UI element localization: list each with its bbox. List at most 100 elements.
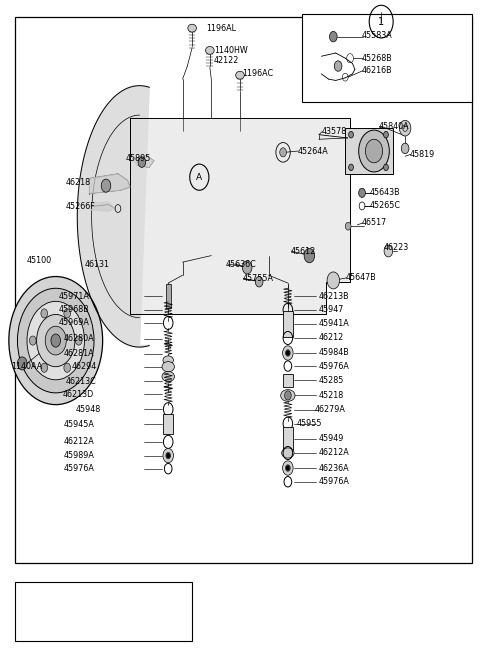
- Circle shape: [41, 363, 48, 372]
- Circle shape: [384, 164, 388, 171]
- Text: 46236A: 46236A: [319, 464, 349, 472]
- Polygon shape: [132, 156, 154, 168]
- Text: 46281A: 46281A: [63, 349, 94, 358]
- Ellipse shape: [162, 371, 174, 382]
- Text: 46212A: 46212A: [63, 438, 94, 446]
- Circle shape: [345, 222, 351, 230]
- Text: 45948: 45948: [76, 405, 101, 414]
- Text: 45643B: 45643B: [369, 189, 400, 197]
- Text: 42122: 42122: [214, 56, 239, 65]
- Polygon shape: [77, 86, 149, 347]
- Text: 45636C: 45636C: [226, 259, 256, 269]
- Text: 46213B: 46213B: [319, 291, 349, 301]
- Ellipse shape: [205, 47, 214, 54]
- Ellipse shape: [281, 390, 295, 402]
- Text: 43578: 43578: [322, 127, 347, 136]
- Text: 46213C: 46213C: [66, 377, 96, 386]
- Text: 46223: 46223: [384, 243, 409, 252]
- Text: 46213D: 46213D: [63, 390, 94, 399]
- Circle shape: [327, 272, 339, 289]
- Text: 45947: 45947: [319, 305, 344, 314]
- Polygon shape: [89, 174, 130, 193]
- Text: 1: 1: [378, 16, 384, 27]
- Bar: [283, 374, 293, 387]
- Circle shape: [166, 453, 170, 458]
- Bar: [283, 427, 293, 450]
- Text: 46216B: 46216B: [362, 66, 393, 75]
- Bar: [166, 284, 170, 308]
- Text: 45895: 45895: [125, 155, 151, 163]
- Circle shape: [348, 132, 353, 138]
- Text: 46280A: 46280A: [63, 334, 94, 343]
- Text: 45840A: 45840A: [379, 122, 409, 131]
- Text: ~: ~: [125, 614, 132, 623]
- Text: 1196AL: 1196AL: [206, 24, 237, 33]
- Text: 45819: 45819: [410, 150, 435, 159]
- Circle shape: [399, 121, 411, 136]
- Ellipse shape: [236, 71, 244, 79]
- Text: 45955: 45955: [297, 419, 322, 428]
- Text: 45583A: 45583A: [362, 31, 393, 41]
- Circle shape: [64, 309, 71, 318]
- Circle shape: [9, 276, 103, 405]
- Circle shape: [45, 326, 66, 355]
- Text: 46212: 46212: [319, 333, 344, 343]
- Text: 46294: 46294: [71, 362, 96, 371]
- Circle shape: [36, 314, 75, 367]
- Text: 45945A: 45945A: [63, 420, 94, 429]
- Text: 45266F: 45266F: [65, 202, 95, 211]
- Text: THE NO. 45000A :: THE NO. 45000A :: [20, 614, 90, 623]
- Circle shape: [286, 350, 290, 356]
- Circle shape: [283, 346, 293, 360]
- Text: 1140AA: 1140AA: [11, 362, 42, 371]
- Text: 1: 1: [116, 614, 120, 623]
- Circle shape: [384, 245, 393, 257]
- Text: 45976A: 45976A: [319, 477, 350, 486]
- Circle shape: [51, 334, 60, 347]
- Text: 45976A: 45976A: [319, 362, 350, 371]
- Circle shape: [75, 336, 82, 345]
- Text: 45755A: 45755A: [242, 274, 274, 283]
- Text: 45949: 45949: [319, 434, 344, 443]
- Circle shape: [29, 336, 36, 345]
- Bar: [283, 310, 293, 337]
- Text: 2: 2: [133, 614, 138, 623]
- Text: 46212A: 46212A: [319, 449, 350, 457]
- Text: 45264A: 45264A: [298, 147, 328, 155]
- Circle shape: [283, 461, 293, 476]
- Text: 45941A: 45941A: [319, 319, 350, 328]
- Circle shape: [255, 276, 263, 287]
- Circle shape: [27, 301, 84, 380]
- Bar: [15, 582, 192, 641]
- Circle shape: [101, 179, 111, 192]
- Circle shape: [285, 391, 291, 400]
- Text: 45984B: 45984B: [319, 348, 350, 358]
- Text: 45285: 45285: [319, 376, 344, 385]
- Circle shape: [384, 132, 388, 138]
- Circle shape: [280, 148, 287, 157]
- Circle shape: [286, 465, 290, 472]
- Circle shape: [17, 357, 27, 370]
- Polygon shape: [130, 119, 350, 314]
- Text: 45612: 45612: [290, 246, 315, 255]
- Bar: [163, 415, 173, 434]
- Text: 46218: 46218: [65, 178, 90, 187]
- Text: 45100: 45100: [27, 256, 52, 265]
- Text: 45265C: 45265C: [369, 202, 400, 210]
- Text: 45989A: 45989A: [63, 451, 94, 460]
- Circle shape: [17, 288, 94, 393]
- Circle shape: [163, 449, 173, 463]
- Bar: [302, 14, 472, 102]
- Ellipse shape: [162, 362, 174, 372]
- Text: 1196AC: 1196AC: [242, 69, 274, 79]
- Text: 45976A: 45976A: [63, 464, 94, 473]
- Bar: [15, 17, 472, 563]
- Circle shape: [304, 248, 315, 263]
- Circle shape: [334, 61, 342, 71]
- Circle shape: [166, 453, 170, 459]
- Circle shape: [401, 143, 409, 154]
- Ellipse shape: [282, 448, 294, 458]
- Polygon shape: [91, 202, 116, 211]
- Circle shape: [348, 164, 353, 171]
- Text: 45268B: 45268B: [362, 54, 393, 63]
